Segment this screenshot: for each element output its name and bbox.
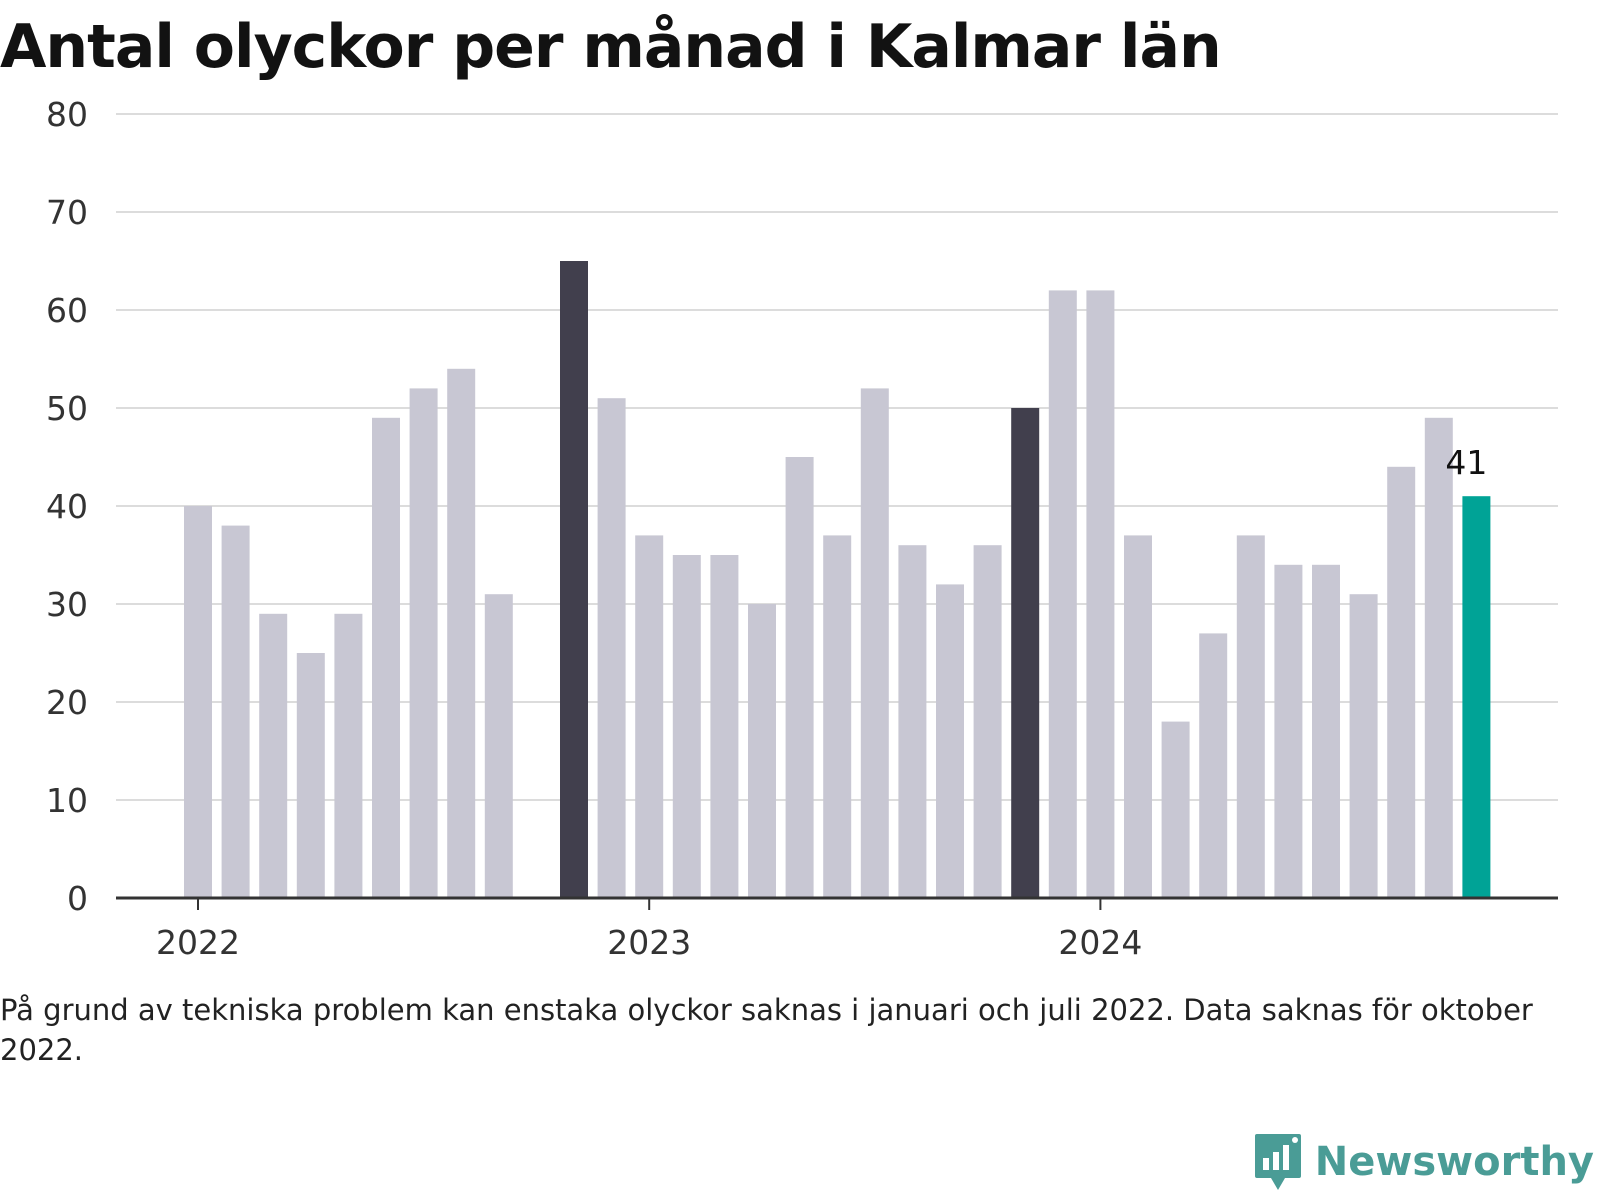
x-axis: 2022 2023 2024 xyxy=(116,896,1558,960)
bar-2022-07 xyxy=(409,388,438,898)
y-tick-label: 40 xyxy=(46,487,88,526)
y-tick-label: 70 xyxy=(46,193,88,232)
bar-2022-03 xyxy=(259,613,288,898)
bar-2024-04 xyxy=(1199,633,1228,898)
bar-2023-03 xyxy=(710,555,739,898)
bar-2024-03 xyxy=(1161,721,1190,898)
x-tick-label: 2024 xyxy=(1058,923,1142,960)
bar-2023-04 xyxy=(748,604,776,898)
chart-title: Antal olyckor per månad i Kalmar län xyxy=(0,12,1222,82)
y-axis-ticks: 0 10 20 30 40 50 60 70 80 xyxy=(46,95,88,918)
bar-2024-07 xyxy=(1312,564,1340,898)
bar-2022-08 xyxy=(447,368,476,898)
bar-2023-09 xyxy=(936,584,964,898)
newsworthy-logo-icon xyxy=(1254,1134,1301,1190)
bar-2024-11 xyxy=(1462,496,1491,898)
bar-2024-01 xyxy=(1086,290,1115,898)
bar-2023-08 xyxy=(898,545,927,898)
bar-2022-11 xyxy=(560,261,588,898)
bar-2022-02 xyxy=(221,525,250,898)
bar-2024-06 xyxy=(1274,564,1303,898)
bar-2023-12 xyxy=(1048,290,1077,898)
bar-2024-08 xyxy=(1349,594,1378,898)
bar-2023-10 xyxy=(973,545,1002,898)
bar-2024-02 xyxy=(1124,535,1152,898)
bar-2022-06 xyxy=(372,417,400,898)
y-tick-label: 60 xyxy=(46,291,88,330)
bar-2023-01 xyxy=(635,535,664,898)
bar-2022-01 xyxy=(184,506,212,898)
data-label: 41 xyxy=(1445,443,1487,482)
bar-2023-07 xyxy=(860,388,889,898)
y-tick-label: 0 xyxy=(67,879,88,918)
bars xyxy=(184,261,1491,898)
y-tick-label: 10 xyxy=(46,781,88,820)
bar-2022-04 xyxy=(296,653,325,898)
bar-2022-05 xyxy=(334,613,363,898)
data-labels: 41 xyxy=(1445,443,1487,482)
bar-2024-10 xyxy=(1424,417,1453,898)
bar-2023-06 xyxy=(823,535,852,898)
brand: Newsworthy xyxy=(1253,1132,1594,1192)
bar-chart: 0 10 20 30 40 50 60 70 80 2022 2023 2024 41 xyxy=(46,95,1558,960)
bar-2023-11 xyxy=(1011,408,1040,898)
x-tick-label: 2022 xyxy=(156,923,240,960)
y-tick-label: 80 xyxy=(46,95,88,134)
footnote: På grund av tekniska problem kan enstaka… xyxy=(0,993,1533,1067)
bar-2022-09 xyxy=(484,594,513,898)
bar-2023-02 xyxy=(672,555,701,898)
bar-2024-09 xyxy=(1387,466,1416,898)
x-tick-label: 2023 xyxy=(607,923,691,960)
bar-2022-12 xyxy=(597,398,626,898)
bar-2023-05 xyxy=(785,457,814,898)
y-tick-label: 30 xyxy=(46,585,88,624)
brand-name: Newsworthy xyxy=(1314,1139,1594,1185)
y-tick-label: 50 xyxy=(46,389,88,428)
y-tick-label: 20 xyxy=(46,683,88,722)
bar-2024-05 xyxy=(1236,535,1265,898)
